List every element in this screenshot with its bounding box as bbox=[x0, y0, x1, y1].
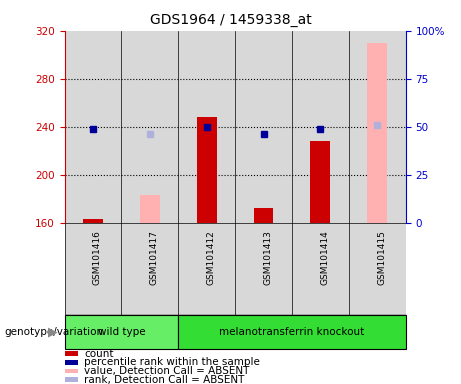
Bar bbox=[140, 195, 160, 223]
Text: GSM101417: GSM101417 bbox=[150, 230, 159, 285]
Bar bbox=[254, 208, 273, 223]
Text: GDS1964 / 1459338_at: GDS1964 / 1459338_at bbox=[150, 13, 311, 27]
Text: value, Detection Call = ABSENT: value, Detection Call = ABSENT bbox=[84, 366, 250, 376]
Bar bbox=[178, 31, 235, 223]
Text: count: count bbox=[84, 349, 114, 359]
Text: GSM101413: GSM101413 bbox=[264, 230, 272, 285]
Bar bbox=[65, 223, 121, 315]
Bar bbox=[197, 117, 217, 223]
Text: rank, Detection Call = ABSENT: rank, Detection Call = ABSENT bbox=[84, 375, 245, 384]
Bar bbox=[65, 369, 78, 374]
Bar bbox=[178, 315, 406, 349]
Text: GSM101412: GSM101412 bbox=[207, 230, 216, 285]
Bar bbox=[235, 31, 292, 223]
Bar bbox=[121, 223, 178, 315]
Text: GSM101416: GSM101416 bbox=[93, 230, 102, 285]
Text: genotype/variation: genotype/variation bbox=[5, 327, 104, 337]
Bar bbox=[121, 31, 178, 223]
Bar bbox=[65, 31, 121, 223]
Text: GSM101414: GSM101414 bbox=[320, 230, 330, 285]
Bar bbox=[83, 219, 103, 223]
Text: wild type: wild type bbox=[98, 327, 145, 337]
Text: melanotransferrin knockout: melanotransferrin knockout bbox=[219, 327, 365, 337]
Bar bbox=[349, 223, 406, 315]
Bar bbox=[235, 223, 292, 315]
Text: GSM101415: GSM101415 bbox=[377, 230, 386, 285]
Bar bbox=[310, 141, 331, 223]
Bar bbox=[349, 31, 406, 223]
Text: ▶: ▶ bbox=[48, 326, 58, 339]
Bar bbox=[367, 43, 387, 223]
Bar bbox=[292, 223, 349, 315]
Text: percentile rank within the sample: percentile rank within the sample bbox=[84, 358, 260, 367]
Bar bbox=[178, 223, 235, 315]
Bar bbox=[65, 377, 78, 382]
Bar bbox=[65, 315, 178, 349]
Bar bbox=[65, 360, 78, 365]
Bar bbox=[65, 351, 78, 356]
Bar bbox=[292, 31, 349, 223]
